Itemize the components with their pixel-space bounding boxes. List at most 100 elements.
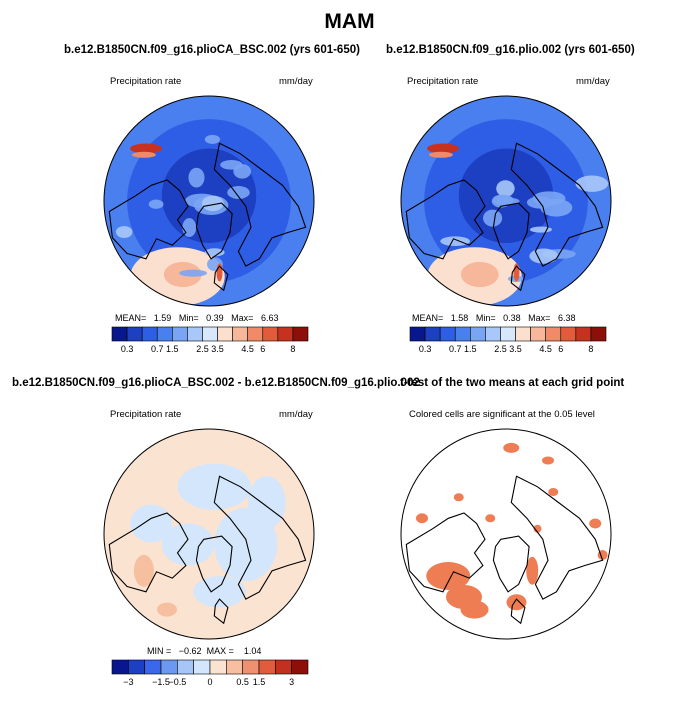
panel1-colorbar-label: 2.5 bbox=[196, 344, 209, 354]
panel2-colorbar-swatch bbox=[545, 326, 562, 342]
panel4-significant-cell bbox=[589, 518, 602, 529]
panel2-max-label: Max= bbox=[528, 313, 551, 323]
panel2-title: b.e12.B1850CN.f09_g16.plio.002 (yrs 601-… bbox=[386, 44, 635, 56]
panel2-coastlines bbox=[405, 142, 604, 292]
panel4-note: Colored cells are significant at the 0.0… bbox=[409, 409, 595, 420]
panel2-colorbar-swatch bbox=[409, 326, 426, 342]
panel3-colorbar-label: −0.5 bbox=[168, 677, 186, 687]
panel1-stats: MEAN= 1.59 Min= 0.39 Max= 6.63 bbox=[115, 313, 278, 323]
panel3-colorbar-label: 0 bbox=[207, 677, 212, 687]
panel3-colorbar-label: −1.5 bbox=[152, 677, 170, 687]
panel3-positive-max bbox=[133, 554, 154, 587]
panel4-coastline bbox=[510, 475, 604, 600]
panel3-colorbar-label: 3 bbox=[289, 677, 294, 687]
panel3-colorbar-swatch bbox=[258, 659, 276, 675]
panel2-max-value: 6.38 bbox=[557, 313, 576, 323]
panel4-coastline bbox=[510, 598, 526, 625]
panel1-colorbar-label: 0.7 bbox=[151, 344, 164, 354]
panel3-colorbar-label: 1.5 bbox=[253, 677, 266, 687]
panel2-patch bbox=[492, 197, 520, 205]
panel1-patch bbox=[201, 195, 224, 212]
panel2-mean-value: 1.58 bbox=[450, 313, 469, 323]
panel3-colorbar-swatch bbox=[209, 659, 227, 675]
panel1-wet-max2 bbox=[131, 151, 156, 158]
panel3-colorbar-swatch bbox=[128, 659, 145, 675]
panel1-colorbar-swatch bbox=[292, 326, 309, 342]
panel4-coastline bbox=[492, 535, 530, 593]
panel3-min-label: MIN = bbox=[147, 646, 172, 656]
panel2-patch bbox=[575, 175, 609, 192]
panel4-significant-cell bbox=[533, 524, 542, 533]
panel4-significant-cell bbox=[416, 513, 428, 524]
panel3-min-value: −0.62 bbox=[178, 646, 202, 656]
panel1-mean-label: MEAN= bbox=[115, 313, 147, 323]
panel3-colorbar-swatch bbox=[144, 659, 162, 675]
panel4-significant-cell bbox=[426, 562, 471, 590]
panel2-colorbar-label: 4.5 bbox=[539, 344, 552, 354]
panel1-coastlines bbox=[108, 142, 307, 292]
panel4-significant-cell bbox=[460, 600, 489, 619]
panel2-coastline bbox=[492, 202, 530, 260]
panel3-coastlines bbox=[108, 475, 307, 625]
panel4-map-border bbox=[400, 428, 612, 640]
panel2-map-border bbox=[400, 95, 612, 307]
panel3-colorbar-swatch bbox=[226, 659, 243, 675]
panel2-coastline bbox=[510, 265, 526, 292]
panel1-patch bbox=[148, 199, 164, 209]
panel1-patch bbox=[204, 248, 225, 257]
panel4-significant-cell bbox=[526, 556, 539, 585]
panel4-field bbox=[401, 429, 611, 639]
panel2-min-label: Min= bbox=[475, 313, 496, 323]
panel2-colorbar-label: 0.3 bbox=[419, 344, 432, 354]
panel2-wet-max bbox=[427, 143, 459, 154]
panel3-colorbar-label: 0.5 bbox=[236, 677, 249, 687]
panel1-coastline bbox=[213, 142, 307, 267]
panel3-max-label: MAX = bbox=[206, 646, 234, 656]
panel1-map-border bbox=[103, 95, 315, 307]
panel3-variable: Precipitation rate bbox=[110, 409, 182, 420]
panel3-negative-area bbox=[130, 504, 173, 543]
panel3-map-border bbox=[103, 428, 315, 640]
panel3-negative-area bbox=[247, 476, 286, 529]
panel3-negative-area bbox=[193, 576, 246, 608]
panel3-colorbar-swatch bbox=[242, 659, 260, 675]
panel2-colorbar-swatch bbox=[485, 326, 501, 342]
panel1-patch bbox=[220, 159, 243, 170]
panel2-colorbar-swatch bbox=[500, 326, 516, 342]
panel4-significant-cell bbox=[542, 456, 554, 465]
panel2-colorbar-swatch bbox=[515, 326, 531, 342]
panel4-coastlines bbox=[405, 475, 604, 625]
panel2-colorbar-swatch bbox=[454, 326, 471, 342]
panel1-field bbox=[104, 96, 314, 306]
panel2-patch bbox=[540, 198, 573, 217]
panel3-colorbar-swatch bbox=[193, 659, 211, 675]
panel1-max-value: 6.63 bbox=[260, 313, 279, 323]
panel3-positive-max2 bbox=[157, 602, 177, 617]
figure-title: MAM bbox=[324, 10, 375, 33]
panel3-coastline bbox=[195, 535, 233, 593]
panel2-colorbar-swatch bbox=[424, 326, 441, 342]
panel1-patch bbox=[179, 269, 208, 277]
panel3-stats: MIN = −0.62 MAX = 1.04 bbox=[147, 646, 261, 656]
panel1-colorbar-swatch bbox=[111, 326, 128, 342]
panel2-colorbar-label: 1.5 bbox=[464, 344, 477, 354]
panel1-patch bbox=[204, 134, 221, 144]
panel1-coastline bbox=[195, 202, 233, 260]
panel4-background bbox=[401, 429, 611, 639]
panel3-units: mm/day bbox=[279, 409, 313, 420]
panel2-patch bbox=[440, 236, 470, 247]
panel2-coastline bbox=[405, 179, 486, 260]
panel1-colorbar-swatch bbox=[247, 326, 264, 342]
panel2-colorbar-swatch bbox=[439, 326, 456, 342]
panel1-colorbar-swatch bbox=[202, 326, 218, 342]
panel2-patch bbox=[483, 209, 503, 227]
panel2-colorbar-label: 8 bbox=[588, 344, 593, 354]
panel4-coastline bbox=[405, 512, 486, 593]
panel1-title: b.e12.B1850CN.f09_g16.plioCA_BSC.002 (yr… bbox=[64, 44, 360, 56]
panel2-patch bbox=[496, 180, 515, 197]
panel2-stats: MEAN= 1.58 Min= 0.38 Max= 6.38 bbox=[412, 313, 575, 323]
panel2-colorbar-swatch bbox=[575, 326, 592, 342]
panel1-coastline bbox=[108, 179, 189, 260]
panel3-coastline bbox=[213, 598, 229, 625]
panel1-colorbar-swatch bbox=[262, 326, 279, 342]
